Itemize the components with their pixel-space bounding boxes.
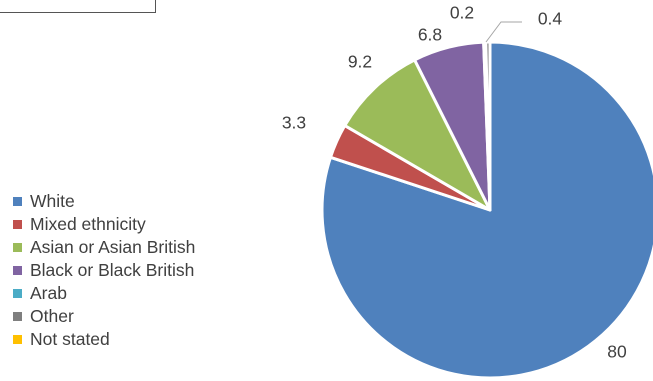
legend-item-arab: Arab — [13, 282, 195, 305]
legend-item-other: Other — [13, 305, 195, 328]
legend-swatch-white — [13, 197, 22, 206]
slice-asian-or-asian-british — [343, 58, 492, 212]
legend-swatch-not-stated — [13, 335, 22, 344]
title-box — [0, 0, 156, 13]
legend-swatch-asian-or-asian-british — [13, 243, 22, 252]
data-label-asian-or-asian-british: 9.2 — [348, 52, 372, 72]
legend-item-not-stated: Not stated — [13, 328, 195, 351]
legend-swatch-other — [13, 312, 22, 321]
slice-other — [484, 40, 492, 212]
legend-item-mixed-ethnicity: Mixed ethnicity — [13, 213, 195, 236]
data-label-mixed-ethnicity: 3.3 — [282, 113, 306, 133]
pie-slices — [320, 40, 653, 380]
legend-label-white: White — [30, 191, 75, 211]
legend-swatch-black-or-black-british — [13, 266, 22, 275]
leader-lines — [485, 21, 522, 43]
data-label-white: 80 — [607, 342, 627, 362]
leader-line-other — [485, 21, 522, 43]
data-label-arab: 0.2 — [450, 3, 474, 23]
legend-swatch-arab — [13, 289, 22, 298]
data-labels: 80 3.3 9.2 6.8 0.2 0.4 — [282, 3, 627, 362]
legend-label-mixed-ethnicity: Mixed ethnicity — [30, 214, 146, 234]
legend-item-asian-or-asian-british: Asian or Asian British — [13, 236, 195, 259]
legend-label-other: Other — [30, 306, 74, 326]
legend: White Mixed ethnicity Asian or Asian Briti… — [13, 190, 195, 351]
data-label-black-or-black-british: 6.8 — [418, 25, 442, 45]
legend-item-white: White — [13, 190, 195, 213]
legend-label-black-or-black-british: Black or Black British — [30, 260, 195, 280]
legend-label-asian-or-asian-british: Asian or Asian British — [30, 237, 196, 257]
legend-label-not-stated: Not stated — [30, 329, 110, 349]
legend-swatch-mixed-ethnicity — [13, 220, 22, 229]
legend-label-arab: Arab — [30, 283, 67, 303]
data-label-other: 0.4 — [538, 9, 563, 29]
legend-item-black-or-black-british: Black or Black British — [13, 259, 195, 282]
